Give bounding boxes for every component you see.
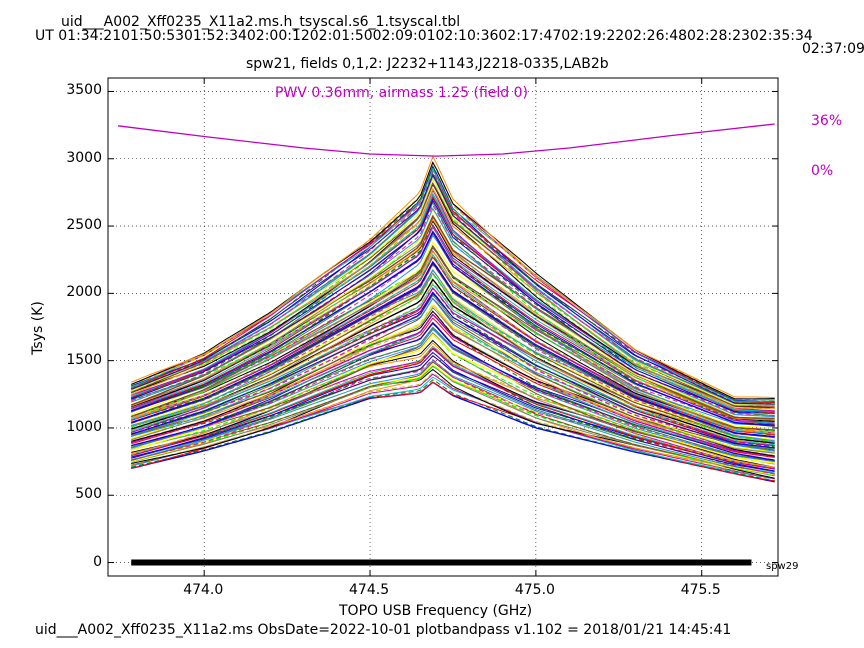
tsys-series-line: [131, 246, 775, 432]
y-tick-label: 2000: [66, 284, 102, 301]
tsys-series-line: [131, 173, 775, 405]
table-filename: uid___A002_Xff0235_X11a2.ms.h_tsyscal.s6…: [61, 14, 461, 30]
tsys-series-line: [131, 231, 775, 427]
tsys-series-line: [131, 199, 775, 414]
x-tick-label: 474.0: [183, 582, 224, 598]
x-tick-label: 474.5: [349, 582, 390, 598]
tsys-series-line: [131, 244, 775, 432]
flag-bar-label: spw29: [766, 561, 799, 572]
tsys-series-line: [131, 283, 775, 446]
tsys-series-line: [131, 161, 775, 400]
y-tick-label: 3500: [66, 82, 102, 99]
tsys-series: [130, 155, 775, 483]
tsys-series-line: [131, 287, 775, 448]
footer-text: uid___A002_Xff0235_X11a2.ms ObsDate=2022…: [35, 622, 732, 638]
chart-title: spw21, fields 0,1,2: J2232+1143,J2218-03…: [246, 56, 609, 72]
x-tick-label: 475.0: [514, 582, 555, 598]
tsys-series-line: [131, 168, 775, 403]
right-axis-top-label: 36%: [811, 113, 843, 129]
tsys-series-line: [131, 358, 775, 475]
y-tick-label: 1000: [66, 418, 102, 435]
y-tick-label: 2500: [66, 217, 102, 234]
grid-lines: [108, 78, 778, 576]
tsys-series-line: [131, 326, 775, 462]
plot-frame: [107, 77, 779, 577]
y-tick-label: 1500: [66, 351, 102, 368]
tsys-series-line: [131, 381, 775, 483]
tsys-series-line: [130, 161, 775, 401]
tsys-series-line: [131, 260, 775, 437]
x-tick-label: 475.5: [680, 582, 721, 598]
y-tick-label: 0: [93, 553, 102, 570]
tsys-series-line: [131, 155, 775, 399]
axis-ticks: [108, 78, 778, 576]
x-axis-label: TOPO USB Frequency (GHz): [339, 603, 533, 619]
ut-time-labels: UT 01:34:2101:50:5301:52:3402:00:1202:01…: [35, 28, 813, 44]
ut-time-overflow: 02:37:09: [802, 41, 864, 57]
y-axis-label: Tsys (K): [30, 301, 46, 355]
tsys-series-line: [131, 321, 775, 461]
atmosphere-transmission: [117, 123, 775, 157]
right-axis-bottom-label: 0%: [811, 163, 834, 179]
tsys-series-line: [131, 269, 775, 441]
tsys-series-line: [131, 214, 775, 421]
atmosphere-curve: [117, 123, 775, 157]
tsys-series-line: [131, 355, 775, 472]
tsys-series-line: [131, 230, 775, 426]
tsys-series-line: [130, 278, 775, 444]
tsys-series-line: [131, 379, 775, 482]
pwv-annotation: PWV 0.36mm, airmass 1.25 (field 0): [275, 85, 529, 101]
y-tick-label: 500: [75, 486, 102, 503]
tsys-series-line: [131, 263, 775, 439]
y-tick-label: 3000: [66, 149, 102, 166]
tsys-series-line: [131, 170, 775, 405]
tsys-series-line: [131, 310, 775, 456]
tsys-series-line: [131, 359, 775, 474]
